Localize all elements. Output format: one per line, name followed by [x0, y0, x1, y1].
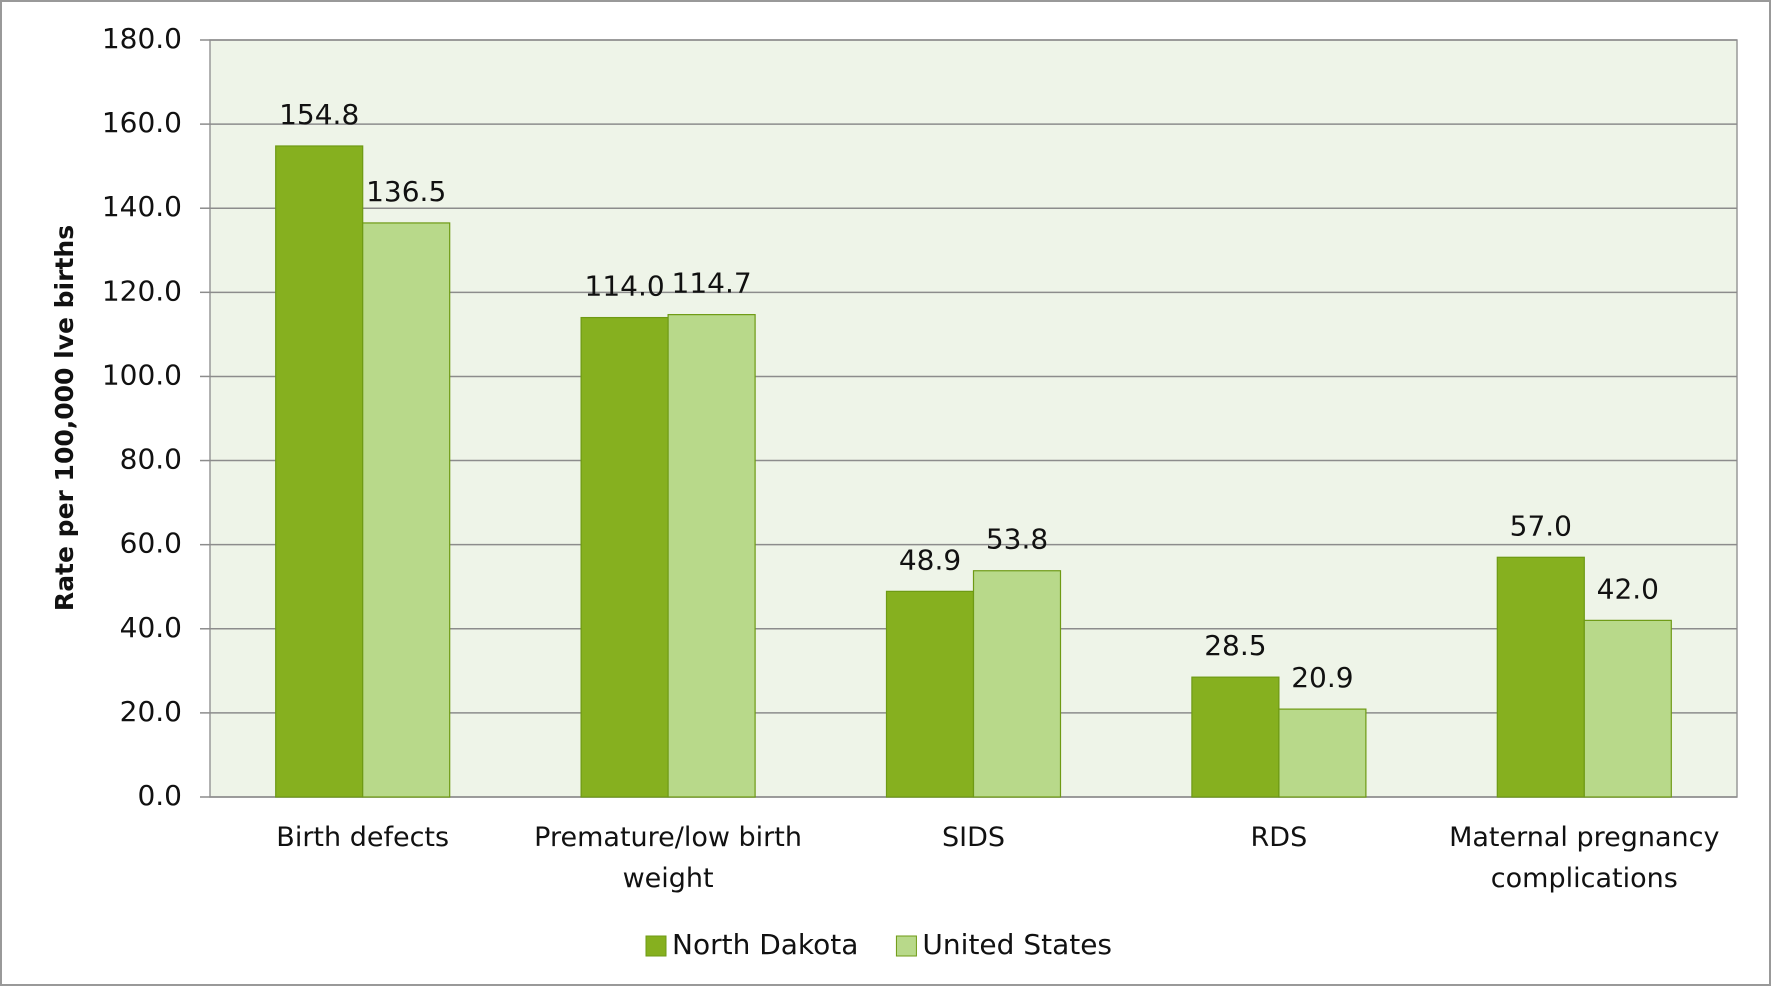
legend-label: North Dakota: [672, 928, 858, 961]
legend-label: United States: [922, 928, 1112, 961]
data-label: 136.5: [366, 175, 446, 208]
y-tick-label: 80.0: [120, 443, 182, 476]
y-tick-label: 20.0: [120, 695, 182, 728]
x-tick-label: Maternal pregnancy complications: [1449, 822, 1720, 894]
bar: [1191, 676, 1280, 798]
y-axis-title: Rate per 100,000 lve births: [50, 225, 79, 611]
x-tick-label: Birth defects: [276, 822, 450, 853]
y-tick-label: 0.0: [137, 779, 182, 812]
data-label: 53.8: [986, 523, 1048, 556]
data-label: 20.9: [1291, 661, 1353, 694]
bar: [972, 570, 1062, 798]
legend-swatch: [645, 935, 667, 957]
y-tick-label: 120.0: [102, 274, 182, 307]
legend-swatch: [895, 935, 917, 957]
bar: [667, 314, 756, 798]
y-tick-label: 100.0: [102, 358, 182, 391]
y-tick-label: 140.0: [102, 190, 182, 223]
y-tick-label: 160.0: [102, 106, 182, 139]
data-label: 154.8: [279, 98, 359, 131]
bar: [1278, 708, 1367, 798]
data-label: 57.0: [1510, 509, 1572, 542]
y-tick-label: 60.0: [120, 527, 182, 560]
bar: [362, 222, 451, 798]
x-tick-label: SIDS: [941, 822, 1005, 853]
bar: [275, 145, 364, 798]
y-tick-label: 40.0: [120, 611, 182, 644]
x-tick-label: RDS: [1250, 822, 1308, 853]
x-tick-label: Premature/low birth weight: [534, 822, 802, 894]
bar: [580, 316, 669, 798]
data-label: 114.0: [585, 270, 665, 303]
data-label: 28.5: [1204, 629, 1266, 662]
data-label: 48.9: [899, 543, 961, 576]
data-label: 114.7: [672, 267, 752, 300]
y-tick-label: 180.0: [102, 22, 182, 55]
bar: [885, 590, 975, 798]
data-label: 42.0: [1597, 572, 1659, 605]
bar: [1583, 619, 1672, 798]
bar: [1496, 556, 1585, 798]
